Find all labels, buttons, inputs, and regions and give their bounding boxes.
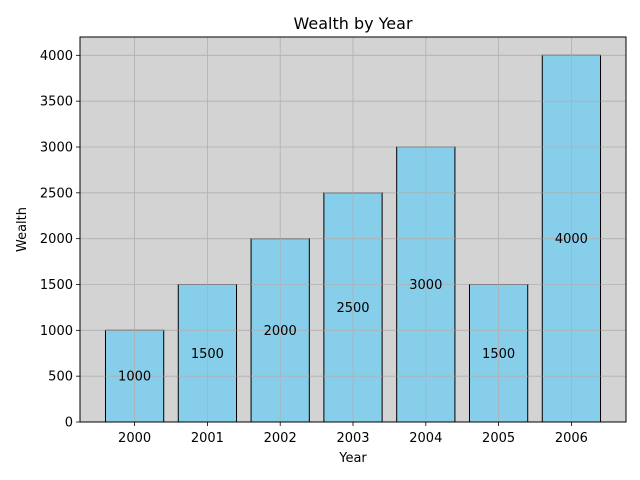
y-tick-label: 2000 [40, 232, 73, 247]
y-tick-label: 0 [65, 416, 73, 431]
bar-value-label: 1500 [191, 347, 224, 362]
x-tick-label: 2005 [482, 431, 515, 446]
bars: 1000 1500 2000 2500 3000 1500 4000 [104, 54, 602, 423]
x-tick-label: 2000 [118, 431, 151, 446]
bar-value-label: 2000 [264, 324, 297, 339]
bar-value-label: 2500 [336, 301, 369, 316]
x-axis-ticks: 2000 2001 2002 2003 2004 2005 2006 [118, 422, 588, 446]
y-tick-label: 500 [48, 370, 73, 385]
bar-value-label: 1500 [482, 347, 515, 362]
x-tick-label: 2003 [336, 431, 369, 446]
x-axis-label: Year [338, 451, 367, 466]
bar-value-label: 3000 [409, 278, 442, 293]
y-axis-label: Wealth [15, 207, 30, 252]
y-tick-label: 4000 [40, 49, 73, 64]
bar-value-label: 4000 [555, 232, 588, 247]
y-tick-label: 3000 [40, 141, 73, 156]
x-tick-label: 2002 [264, 431, 297, 446]
y-tick-label: 2500 [40, 186, 73, 201]
y-tick-label: 1500 [40, 278, 73, 293]
x-tick-label: 2004 [409, 431, 442, 446]
y-axis-ticks: 0 500 1000 1500 2000 2500 3000 3500 4000 [40, 49, 80, 431]
x-tick-label: 2001 [191, 431, 224, 446]
y-tick-label: 1000 [40, 324, 73, 339]
x-tick-label: 2006 [555, 431, 588, 446]
bar-value-label: 1000 [118, 370, 151, 385]
chart-title: Wealth by Year [293, 14, 412, 33]
y-tick-label: 3500 [40, 95, 73, 110]
